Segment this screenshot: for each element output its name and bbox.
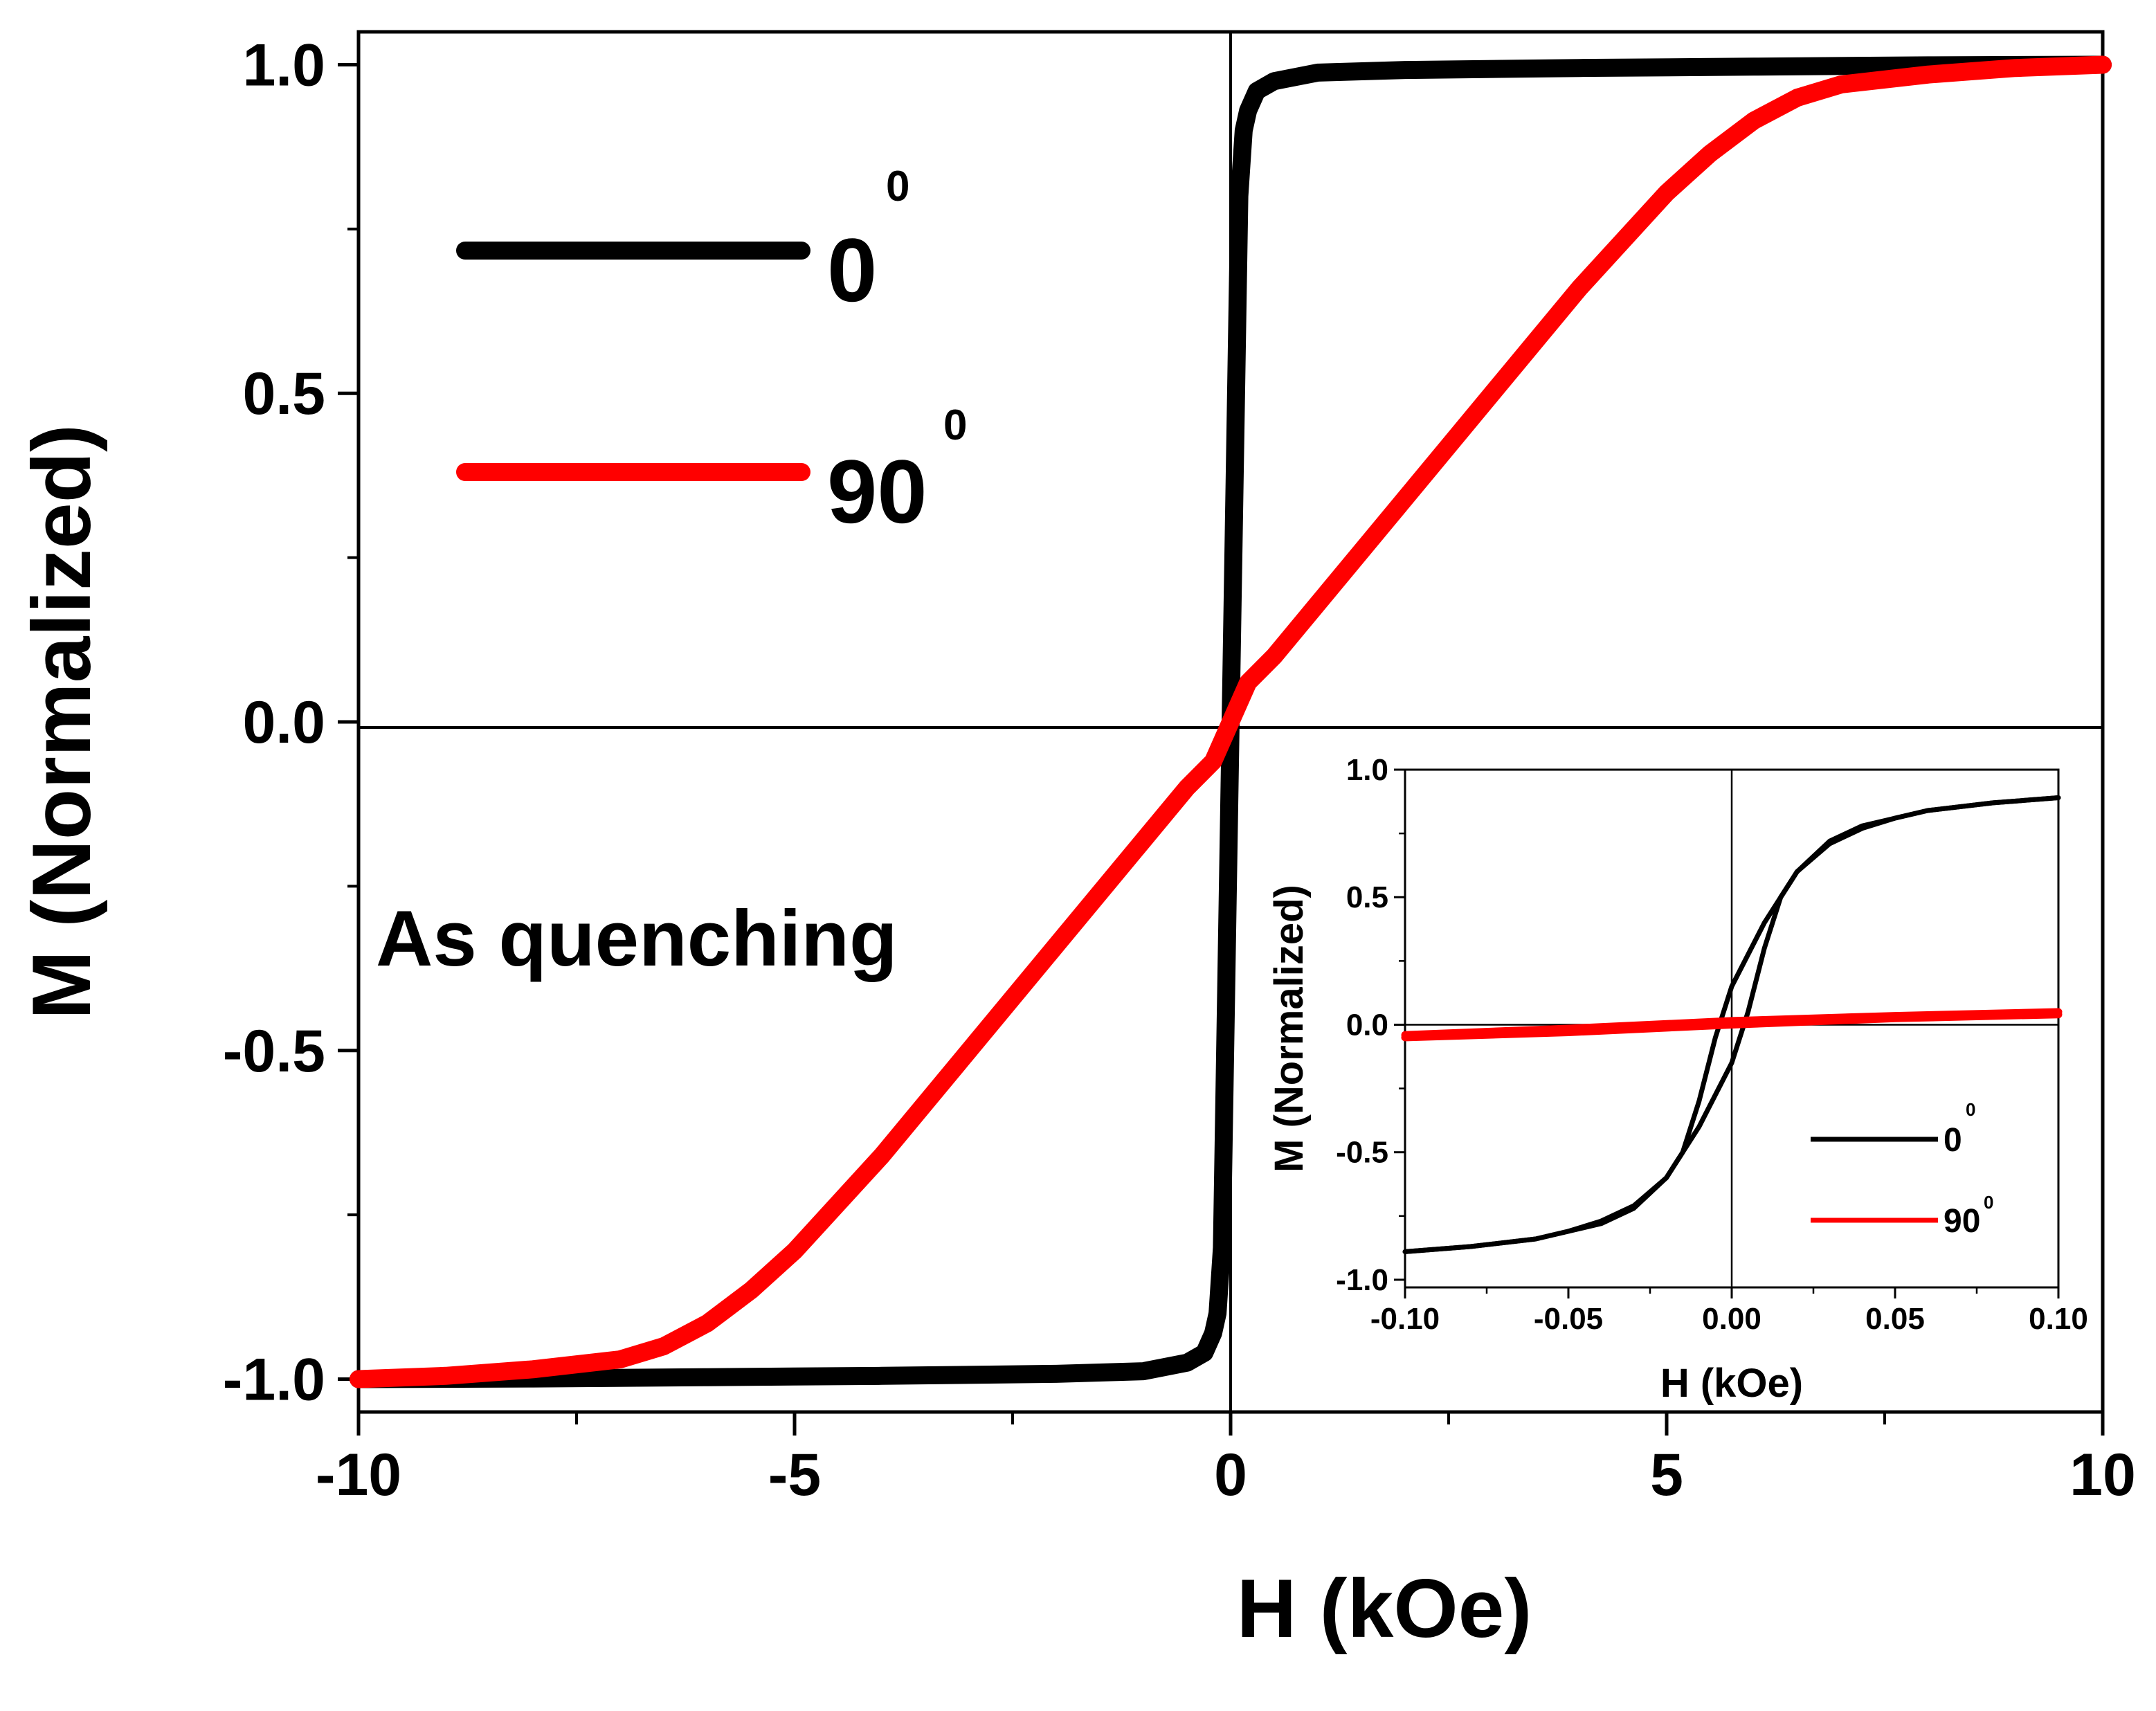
main-chart: -10 -5 0 5 10 -1.0 -0.5 0.0 0.5 1.0 H (kOe) M (No… xyxy=(15,30,2136,1655)
main-x-tick-label: -10 xyxy=(316,1442,401,1508)
inset-y-axis-label: M (Normalized) xyxy=(1267,885,1312,1173)
inset-y-tick-label: 0.0 xyxy=(1346,1008,1388,1042)
main-y-tick-label: 0.0 xyxy=(242,689,325,756)
inset-y-tick-label: -1.0 xyxy=(1336,1263,1388,1297)
legend-label-0deg: 0 xyxy=(827,219,877,320)
main-x-tick-label: 5 xyxy=(1650,1442,1683,1508)
legend-label-90deg: 90 xyxy=(827,441,927,542)
inset-chart: -0.10 -0.05 0.00 0.05 0.10-1.0-0.50.00.51.0 … xyxy=(1267,753,2088,1406)
main-x-tick-label: 0 xyxy=(1214,1442,1247,1508)
legend-superscript-90deg: 0 xyxy=(943,401,967,449)
legend-superscript-0deg: 0 xyxy=(886,163,909,210)
inset-y-tick-label: 1.0 xyxy=(1346,753,1388,787)
inset-x-tick-label: 0.00 xyxy=(1702,1302,1761,1336)
main-x-tick-label: -5 xyxy=(768,1442,821,1508)
main-series xyxy=(350,55,2112,1388)
main-ticks: -10 -5 0 5 10 -1.0 -0.5 0.0 0.5 1.0 xyxy=(223,32,2136,1508)
inset-series xyxy=(1401,795,2063,1254)
inset-x-tick-label: 0.05 xyxy=(1865,1302,1925,1336)
main-y-tick-label: 0.5 xyxy=(242,361,325,427)
inset-x-tick-label: -0.10 xyxy=(1370,1302,1440,1336)
inset-legend-label-90deg: 90 xyxy=(1944,1203,1980,1240)
main-x-axis-label: H (kOe) xyxy=(1237,1562,1532,1655)
inset-y-tick-label: -0.5 xyxy=(1336,1136,1388,1170)
inset-series-line-2 xyxy=(1402,795,2061,1254)
inset-legend-label-0deg: 0 xyxy=(1944,1122,1962,1159)
main-y-tick-label: 1.0 xyxy=(242,32,325,98)
main-y-axis-label: M (Normalized) xyxy=(15,424,108,1020)
main-x-tick-label: 10 xyxy=(2069,1442,2136,1508)
inset-legend: 0 0 90 0 xyxy=(1811,1099,1993,1240)
inset-legend-superscript-0deg: 0 xyxy=(1966,1099,1975,1120)
main-y-tick-label: -0.5 xyxy=(223,1018,325,1085)
inset-series-line-4 xyxy=(1401,1011,2063,1042)
inset-y-tick-label: 0.5 xyxy=(1346,880,1388,914)
main-legend: 0 0 90 0 xyxy=(456,163,967,542)
series-line-90deg xyxy=(350,55,2112,1388)
inset-x-axis-label: H (kOe) xyxy=(1660,1361,1803,1406)
inset-x-tick-label: 0.10 xyxy=(2029,1302,2088,1336)
inset-legend-superscript-90deg: 0 xyxy=(1984,1192,1993,1213)
inset-x-tick-label: -0.05 xyxy=(1534,1302,1603,1336)
main-y-tick-label: -1.0 xyxy=(223,1347,325,1413)
annotation-as-quenching: As quenching xyxy=(376,895,898,983)
